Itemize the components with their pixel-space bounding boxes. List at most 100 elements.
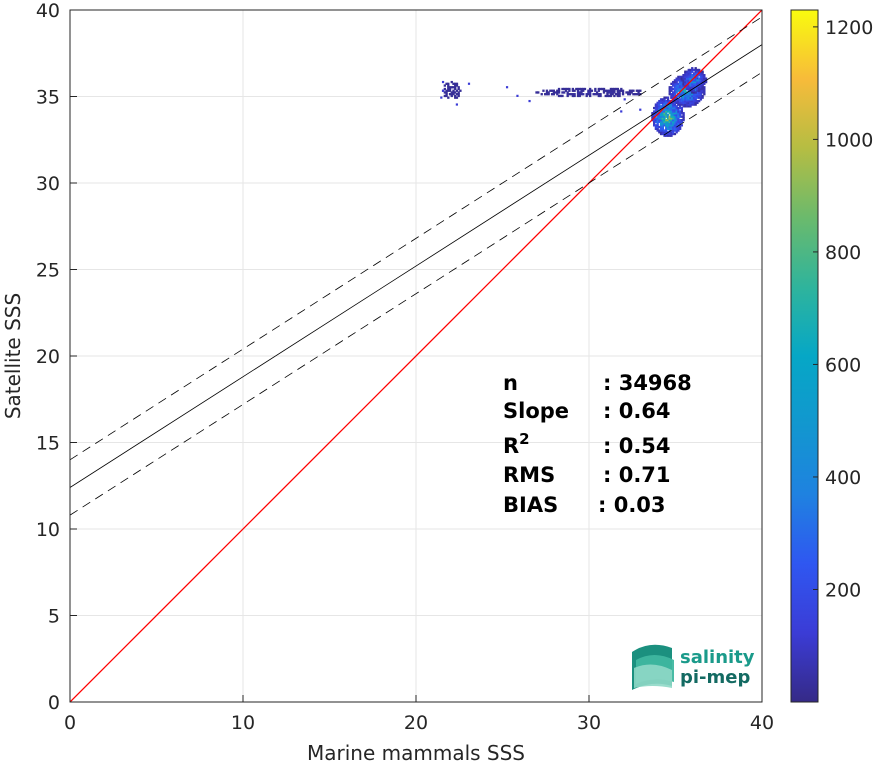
density-cell bbox=[680, 91, 684, 94]
density-cell bbox=[621, 93, 625, 96]
density-cell bbox=[661, 101, 664, 105]
density-cell bbox=[672, 91, 675, 94]
density-cell bbox=[677, 99, 680, 103]
density-cell bbox=[680, 99, 684, 103]
density-cell bbox=[670, 115, 673, 118]
density-cell bbox=[656, 127, 659, 130]
density-cell bbox=[613, 87, 616, 91]
density-cell bbox=[578, 91, 581, 94]
density-cell bbox=[696, 86, 699, 89]
density-cell bbox=[682, 93, 685, 96]
density-cell bbox=[448, 89, 452, 92]
density-cell bbox=[656, 118, 659, 122]
density-cell bbox=[675, 124, 678, 127]
density-cell bbox=[694, 70, 697, 73]
density-cell bbox=[689, 99, 692, 103]
density-cell bbox=[694, 94, 697, 98]
density-cell bbox=[663, 103, 666, 106]
density-cell bbox=[696, 89, 699, 92]
density-cell bbox=[682, 113, 685, 117]
density-cell bbox=[557, 89, 561, 92]
density-cell bbox=[696, 68, 699, 72]
density-cell bbox=[673, 120, 677, 124]
density-cell bbox=[675, 106, 678, 110]
density-cell bbox=[675, 80, 678, 84]
density-cell bbox=[677, 129, 680, 132]
density-cell bbox=[691, 75, 694, 79]
density-cell bbox=[677, 112, 680, 115]
density-cell bbox=[699, 98, 703, 101]
density-cell bbox=[675, 99, 678, 103]
density-cell bbox=[691, 103, 694, 106]
x-axis-ticks: 0 10 20 30 40 bbox=[64, 695, 774, 734]
density-cell bbox=[656, 101, 659, 105]
density-cell bbox=[661, 129, 664, 132]
density-cell bbox=[653, 118, 656, 122]
density-cell bbox=[703, 80, 706, 84]
density-cell bbox=[653, 122, 656, 125]
density-cell bbox=[665, 120, 668, 124]
density-cell bbox=[597, 87, 600, 91]
density-cell bbox=[678, 118, 682, 122]
colorbar-tick-label: 800 bbox=[825, 242, 861, 264]
density-cell bbox=[580, 93, 583, 96]
density-cell bbox=[685, 79, 689, 82]
y-tick-label: 5 bbox=[48, 606, 60, 628]
density-cell bbox=[694, 67, 697, 70]
density-cell bbox=[608, 94, 611, 98]
density-cell bbox=[678, 101, 682, 105]
density-cell bbox=[670, 117, 673, 120]
density-cell bbox=[672, 80, 675, 84]
density-cell bbox=[663, 131, 666, 134]
density-cell bbox=[680, 77, 684, 80]
density-cell bbox=[550, 93, 554, 96]
density-cell bbox=[566, 91, 569, 94]
density-cell bbox=[666, 105, 670, 108]
density-cell bbox=[672, 94, 675, 98]
density-cell bbox=[704, 77, 708, 80]
density-cell bbox=[672, 129, 675, 132]
density-cell bbox=[687, 93, 690, 96]
density-cell bbox=[694, 101, 697, 105]
density-cell bbox=[627, 91, 630, 94]
density-cell bbox=[677, 79, 680, 82]
density-cell bbox=[656, 120, 659, 124]
density-cell bbox=[663, 96, 666, 99]
density-cell bbox=[696, 79, 699, 82]
density-cell bbox=[656, 125, 659, 129]
density-cell bbox=[505, 86, 509, 89]
density-cell bbox=[689, 72, 692, 75]
density-cell bbox=[685, 86, 689, 89]
density-cell bbox=[678, 89, 682, 92]
density-cell bbox=[673, 125, 677, 129]
density-cell bbox=[699, 94, 703, 98]
density-cell bbox=[670, 87, 673, 91]
density-cell bbox=[455, 84, 459, 87]
density-cell bbox=[670, 131, 673, 134]
density-cell bbox=[653, 120, 656, 124]
density-cell bbox=[455, 89, 459, 92]
density-cell bbox=[677, 125, 680, 129]
density-cell bbox=[684, 89, 687, 92]
density-cell bbox=[654, 117, 658, 120]
density-cell bbox=[672, 105, 675, 108]
density-cell bbox=[692, 93, 696, 96]
density-cell bbox=[606, 91, 609, 94]
density-cell bbox=[450, 94, 453, 98]
density-cell bbox=[673, 89, 677, 92]
density-cell bbox=[682, 99, 685, 103]
density-cell bbox=[604, 94, 607, 98]
density-cell bbox=[696, 93, 699, 96]
density-cell bbox=[677, 87, 680, 91]
density-cell bbox=[459, 89, 462, 92]
density-cell bbox=[678, 110, 682, 113]
density-cell bbox=[665, 96, 668, 99]
density-cell bbox=[692, 87, 696, 91]
density-cell bbox=[668, 99, 671, 103]
density-cell bbox=[672, 101, 675, 105]
x-tick-label: 0 bbox=[64, 712, 76, 734]
density-cell bbox=[658, 117, 661, 120]
density-cell bbox=[578, 87, 581, 91]
density-cell bbox=[692, 86, 696, 89]
